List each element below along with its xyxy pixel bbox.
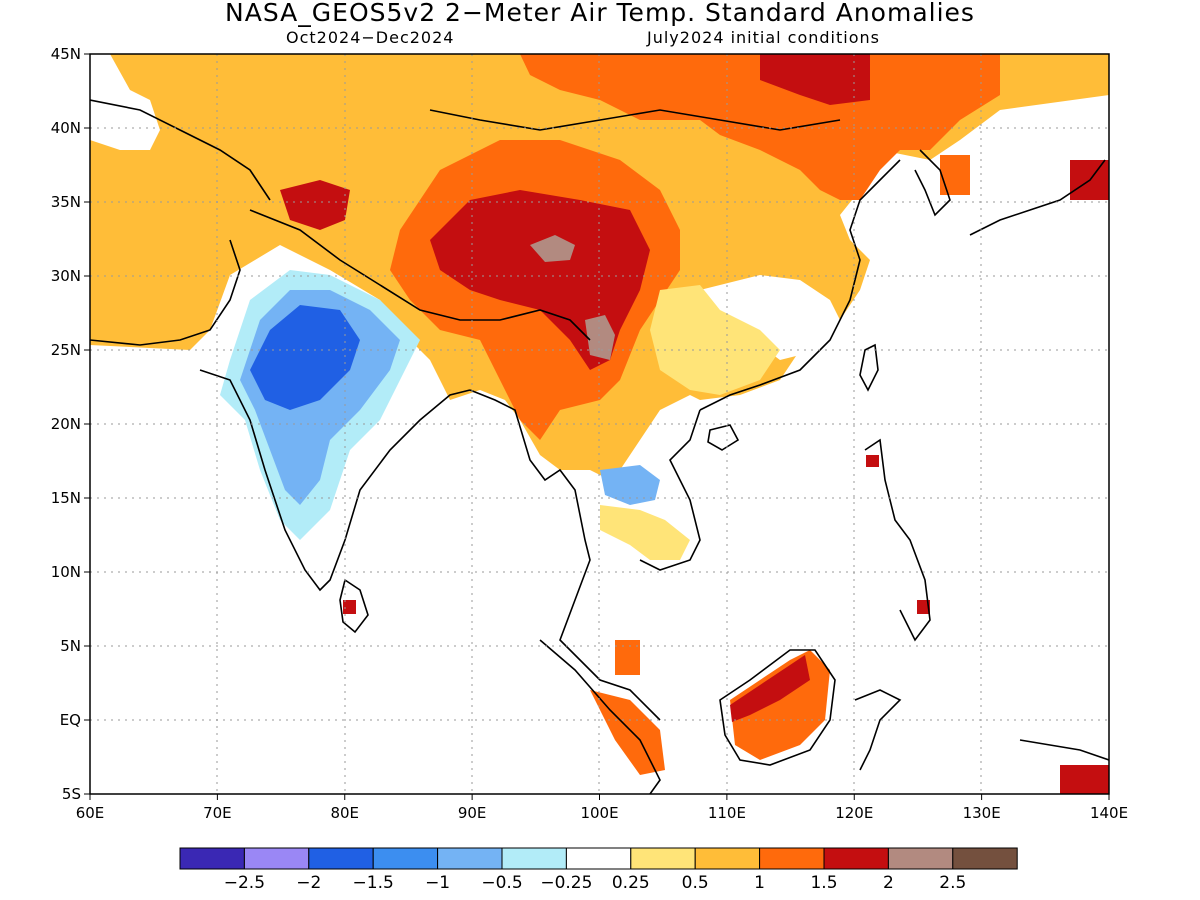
- lat-tick-label: EQ: [60, 711, 81, 729]
- latitude-axis: 5S EQ 5N 10N 15N 20N 25N 30N 35N 40N 45N: [51, 45, 90, 803]
- colorbar-swatch: [565, 847, 632, 870]
- cell-sri-lanka-warm: [343, 600, 356, 614]
- border-central-asia: [90, 99, 271, 201]
- lat-tick-label: 10N: [51, 563, 81, 581]
- colorbar-label: 1: [754, 873, 765, 893]
- coast-taiwan: [859, 343, 879, 392]
- lat-tick-label: 5N: [60, 637, 81, 655]
- lon-tick-label: 140E: [1090, 804, 1128, 822]
- region-thailand-cool: [600, 465, 660, 505]
- lat-tick-label: 35N: [51, 193, 81, 211]
- colorbar-label: 2.5: [939, 873, 966, 893]
- colorbar-label: −1: [425, 873, 450, 893]
- colorbar-label: 0.5: [682, 873, 709, 893]
- lon-tick-label: 100E: [580, 804, 618, 822]
- colorbar-swatch: [308, 847, 374, 870]
- region-west-white: [90, 54, 160, 150]
- coast-south-china: [699, 159, 901, 411]
- colorbar: −2.5 −2 −1.5 −1 −0.5 −0.25 0.25 0.5 1 1.5 2 2.5: [179, 847, 1018, 893]
- coast-new-guinea: [1019, 739, 1109, 761]
- colorbar-swatch: [630, 847, 696, 870]
- colorbar-swatch: [759, 847, 825, 870]
- colorbar-label: −2: [296, 873, 321, 893]
- colorbar-label: −0.5: [481, 873, 522, 893]
- coastlines: [90, 99, 1109, 794]
- lat-tick-label: 20N: [51, 415, 81, 433]
- cell-peninsula-warm: [615, 640, 640, 675]
- lon-tick-label: 120E: [835, 804, 873, 822]
- colorbar-swatch: [887, 847, 954, 870]
- coast-indochina: [469, 389, 661, 721]
- border-himalaya: [249, 209, 591, 341]
- lat-tick-label: 30N: [51, 267, 81, 285]
- coast-sri-lanka: [339, 578, 369, 634]
- region-central-india-cold-core: [250, 305, 360, 410]
- colorbar-label: −2.5: [224, 873, 265, 893]
- lon-tick-label: 110E: [708, 804, 746, 822]
- colorbar-swatch: [179, 847, 245, 870]
- region-kashmir-strong-warm: [280, 180, 350, 230]
- lat-tick-label: 5S: [62, 785, 81, 803]
- lon-tick-label: 90E: [458, 804, 487, 822]
- colorbar-swatch: [243, 847, 310, 870]
- coast-vietnam: [639, 409, 701, 571]
- colorbar-label: 1.5: [810, 873, 837, 893]
- lon-tick-label: 60E: [76, 804, 105, 822]
- region-tibet-extreme: [530, 235, 575, 262]
- colorbar-swatch: [437, 847, 503, 870]
- lat-tick-label: 25N: [51, 341, 81, 359]
- lat-tick-label: 15N: [51, 489, 81, 507]
- region-thailand-mild: [600, 505, 690, 560]
- lat-tick-label: 40N: [51, 119, 81, 137]
- graticule: [90, 54, 1109, 794]
- coast-india: [199, 369, 471, 592]
- colorbar-label: 0.25: [612, 873, 650, 893]
- coast-korea: [914, 149, 951, 217]
- coast-borneo: [719, 649, 836, 766]
- forecast-period: Oct2024−Dec2024: [286, 28, 455, 47]
- longitude-axis: 60E 70E 80E 90E 100E 110E 120E 130E 140E: [76, 794, 1128, 822]
- region-yunnan-extreme: [585, 315, 615, 360]
- coast-japan: [969, 159, 1106, 236]
- coast-philippines: [864, 438, 931, 642]
- cell-korea-warm: [940, 155, 970, 195]
- region-south-china-mild: [650, 285, 780, 395]
- colorbar-swatch: [823, 847, 889, 870]
- colorbar-swatch: [694, 847, 761, 870]
- region-northeast-strong-warm: [760, 54, 870, 105]
- lon-tick-label: 70E: [203, 804, 232, 822]
- lat-tick-label: 45N: [51, 45, 81, 63]
- border-iran-pakistan: [90, 239, 241, 346]
- cell-luzon-warm: [866, 455, 879, 467]
- colorbar-swatch: [501, 847, 567, 870]
- lon-tick-label: 130E: [963, 804, 1001, 822]
- region-east-china-white: [690, 275, 845, 360]
- colorbar-swatch: [952, 847, 1018, 870]
- lon-tick-label: 80E: [330, 804, 359, 822]
- colorbar-label: 2: [883, 873, 894, 893]
- colorbar-label: −0.25: [540, 873, 592, 893]
- colorbar-label: −1.5: [353, 873, 394, 893]
- coast-sumatra: [539, 639, 661, 794]
- colorbar-swatch: [372, 847, 439, 870]
- map-title: NASA_GEOS5v2 2−Meter Air Temp. Standard …: [225, 0, 975, 27]
- region-new-guinea-warm: [1060, 765, 1109, 794]
- coast-sulawesi: [854, 689, 902, 771]
- cell-mindanao-warm: [917, 600, 930, 614]
- region-borneo-strong-warm: [730, 655, 810, 722]
- initial-conditions: July2024 initial conditions: [647, 28, 880, 47]
